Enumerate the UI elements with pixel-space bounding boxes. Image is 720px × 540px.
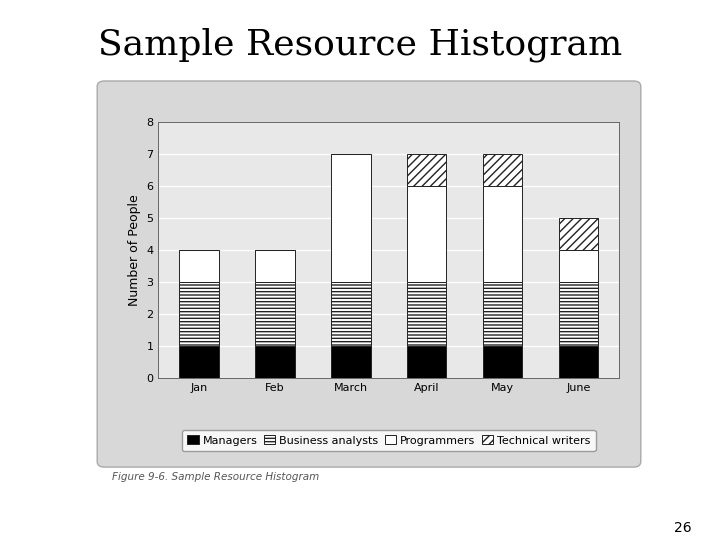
Bar <box>559 282 598 346</box>
Bar <box>255 346 294 378</box>
Text: Sample Resource Histogram: Sample Resource Histogram <box>98 27 622 62</box>
Bar <box>179 282 219 346</box>
Legend: Managers, Business analysts, Programmers, Technical writers: Managers, Business analysts, Programmers… <box>182 430 595 451</box>
Bar <box>255 282 294 346</box>
Bar <box>331 282 371 346</box>
Bar <box>483 282 523 346</box>
Bar <box>407 153 446 186</box>
Bar <box>331 346 371 378</box>
Bar <box>483 153 523 186</box>
Bar <box>331 153 371 282</box>
Bar <box>483 346 523 378</box>
Bar <box>407 186 446 282</box>
Bar <box>407 346 446 378</box>
Text: 26: 26 <box>674 521 691 535</box>
Y-axis label: Number of People: Number of People <box>128 194 141 306</box>
Bar <box>559 218 598 249</box>
Bar <box>179 346 219 378</box>
Bar <box>483 186 523 282</box>
Bar <box>559 249 598 282</box>
Bar <box>179 249 219 282</box>
Bar <box>407 282 446 346</box>
Bar <box>255 249 294 282</box>
Text: Figure 9-6. Sample Resource Histogram: Figure 9-6. Sample Resource Histogram <box>112 472 319 483</box>
Bar <box>559 346 598 378</box>
